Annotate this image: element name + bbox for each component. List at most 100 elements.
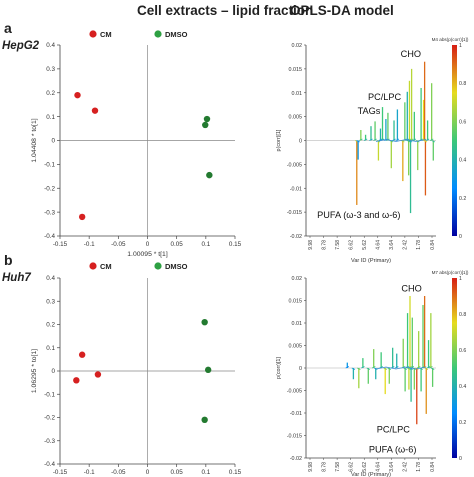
loading-peak-base bbox=[361, 366, 365, 369]
loading-x-tick-label: 1.78 bbox=[416, 240, 422, 250]
colorbar bbox=[452, 278, 457, 458]
figure-title-left: Cell extracts – lipid fraction bbox=[137, 3, 314, 18]
loading-peak-base bbox=[366, 367, 371, 370]
loading-peak-base bbox=[395, 138, 400, 141]
loading-annotation: CHO bbox=[401, 49, 421, 59]
colorbar-tick-label: 0.4 bbox=[459, 384, 466, 390]
score-point-dmso bbox=[202, 121, 209, 129]
loading-y-tick-label: 0 bbox=[299, 366, 302, 372]
loading-y-tick-label: -0.01 bbox=[290, 186, 302, 192]
loading-peak-base bbox=[387, 367, 392, 370]
loading-y-axis-label: p(corr)[1] bbox=[276, 357, 282, 379]
loading-annotation: CHO bbox=[401, 284, 421, 294]
score-y-axis-label: 1.06295 * to[1] bbox=[31, 349, 38, 393]
score-y-tick-label: 0.4 bbox=[46, 42, 55, 49]
score-point-dmso bbox=[201, 318, 208, 326]
loading-x-tick-label: 9.98 bbox=[308, 462, 314, 472]
score-x-tick-label: 0.15 bbox=[229, 241, 242, 248]
score-point-cm bbox=[78, 351, 86, 358]
legend-label-cm: CM bbox=[100, 262, 112, 271]
colorbar-tick-label: 0.8 bbox=[459, 312, 466, 318]
score-y-tick-label: 0 bbox=[51, 368, 55, 375]
loading-peak-base bbox=[403, 367, 407, 370]
score-point-dmso bbox=[201, 416, 208, 424]
score-x-tick-label: -0.15 bbox=[53, 241, 68, 248]
loading-x-tick-label: 5.62 bbox=[362, 462, 368, 472]
loading-peak-base bbox=[373, 138, 377, 141]
loading-peak-base bbox=[351, 367, 356, 370]
colorbar-tick-label: 0 bbox=[459, 456, 462, 462]
loading-y-tick-label: -0.005 bbox=[287, 162, 302, 168]
loading-x-tick-label: 8.78 bbox=[321, 462, 327, 472]
figure-header: Cell extracts – lipid fraction OPLS-DA m… bbox=[0, 2, 474, 22]
loading-peak-base bbox=[407, 367, 411, 370]
loading-peak-base bbox=[430, 367, 435, 370]
loading-peak-base bbox=[379, 366, 383, 369]
score-point-dmso bbox=[206, 171, 213, 179]
loading-y-tick-label: -0.02 bbox=[290, 234, 302, 240]
loading-peak-base bbox=[429, 138, 434, 141]
loading-peak-base bbox=[424, 367, 429, 370]
loading-x-tick-label: 6.62 bbox=[348, 462, 354, 472]
score-y-axis-label: 1.04408 * to[1] bbox=[31, 118, 38, 162]
loading-x-tick-label: 7.58 bbox=[335, 462, 341, 472]
cell-line-b: Huh7 bbox=[2, 272, 31, 284]
score-y-tick-label: -0.1 bbox=[44, 391, 55, 398]
score-x-tick-label: 0.15 bbox=[229, 469, 242, 476]
loading-y-tick-label: 0.015 bbox=[289, 67, 303, 73]
loading-peak-base bbox=[345, 366, 350, 369]
score-point-cm bbox=[74, 91, 81, 99]
score-x-tick-label: -0.15 bbox=[53, 469, 68, 476]
loading-x-tick-label: 2.42 bbox=[403, 462, 409, 472]
score-y-tick-label: 0.1 bbox=[46, 114, 55, 121]
cell-line-a: HepG2 bbox=[2, 40, 40, 52]
loading-y-tick-label: -0.01 bbox=[290, 411, 302, 417]
colorbar-tick-label: 0.6 bbox=[459, 348, 466, 354]
loading-annotation: PC/LPC bbox=[368, 92, 402, 102]
loading-y-tick-label: 0 bbox=[299, 139, 302, 145]
loading-peak-base bbox=[363, 138, 368, 141]
score-point-dmso bbox=[203, 115, 211, 123]
loading-x-tick-label: 4.64 bbox=[376, 240, 382, 250]
score-x-tick-label: 0 bbox=[146, 469, 150, 476]
loading-y-tick-label: -0.02 bbox=[290, 456, 302, 462]
loading-peak-base bbox=[359, 138, 363, 141]
panel-letter-a: a bbox=[4, 20, 12, 36]
loading-y-tick-label: -0.015 bbox=[287, 434, 302, 440]
score-y-tick-label: 0.4 bbox=[46, 275, 55, 282]
loading-peak-base bbox=[369, 138, 373, 141]
loading-peak-base bbox=[426, 366, 431, 369]
colorbar bbox=[452, 45, 457, 236]
loading-peak-base bbox=[408, 140, 413, 143]
loading-peak-base bbox=[406, 140, 411, 143]
loading-peak-base bbox=[429, 366, 433, 369]
loading-peak-base bbox=[392, 138, 396, 141]
panel-letter-b: b bbox=[4, 252, 13, 268]
colorbar-tick-label: 0 bbox=[459, 234, 462, 240]
score-y-tick-label: -0.1 bbox=[44, 162, 55, 169]
loading-y-tick-label: 0.02 bbox=[292, 276, 303, 282]
score-y-tick-label: 0.2 bbox=[46, 322, 55, 329]
loading-x-tick-label: 0.84 bbox=[430, 462, 436, 472]
loading-x-tick-label: 7.58 bbox=[335, 240, 341, 250]
score-point-cm bbox=[73, 377, 80, 384]
score-y-tick-label: -0.2 bbox=[44, 185, 55, 192]
loading-x-tick-label: 8.78 bbox=[321, 240, 327, 250]
loading-x-tick-label: 3.64 bbox=[389, 240, 395, 250]
score-x-tick-label: 0.1 bbox=[201, 241, 210, 248]
legend-marker-cm bbox=[89, 262, 97, 270]
figure-title-right: OPLS-DA model bbox=[290, 3, 394, 18]
loading-x-axis-label: Var ID (Primary) bbox=[351, 258, 391, 264]
loading-peak-base bbox=[419, 138, 423, 141]
loading-peak-base bbox=[431, 140, 436, 143]
score-x-tick-label: -0.05 bbox=[111, 469, 126, 476]
score-y-tick-label: -0.4 bbox=[44, 461, 55, 468]
loading-peak-base bbox=[394, 366, 399, 369]
loading-x-tick-label: 0.84 bbox=[430, 240, 436, 250]
score-x-tick-label: -0.1 bbox=[84, 241, 95, 248]
score-x-axis-label: 1.00095 * t[1] bbox=[127, 251, 168, 258]
legend-label-dmso: DMSO bbox=[165, 30, 188, 39]
colorbar-title: M4 abs(p(corr)[1]) bbox=[432, 37, 469, 42]
loading-peak-base bbox=[356, 140, 360, 143]
loading-y-tick-label: 0.005 bbox=[289, 344, 303, 350]
